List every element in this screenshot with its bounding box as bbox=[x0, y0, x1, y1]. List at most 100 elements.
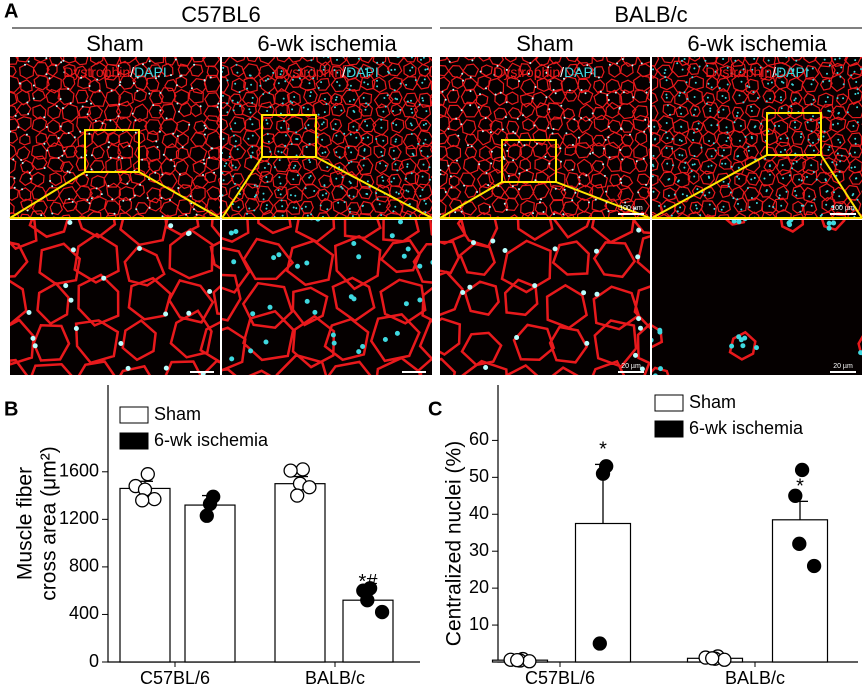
y-tick-label: 800 bbox=[69, 556, 99, 576]
micrograph-bg bbox=[440, 57, 650, 218]
micrograph bbox=[10, 220, 220, 375]
scale-label: 100 µm bbox=[619, 205, 643, 212]
scale-label: 20 µm bbox=[621, 363, 641, 370]
y-axis-label: Centralized nuclei (%) bbox=[443, 441, 466, 646]
nuclei bbox=[26, 220, 213, 375]
x-tick-label: BALB/c bbox=[305, 668, 365, 687]
zoom-box bbox=[84, 129, 140, 173]
condition-label: 6-wk ischemia bbox=[687, 31, 827, 56]
stain-text: / bbox=[772, 64, 776, 80]
stain-text: / bbox=[342, 64, 346, 80]
micrograph-bg bbox=[652, 220, 862, 375]
zoom-box bbox=[501, 139, 557, 183]
zoom-lines bbox=[651, 154, 863, 219]
stain-label: Dystrophin/DAPI bbox=[275, 64, 379, 80]
panel-label: B bbox=[4, 398, 18, 420]
scale-label: 100 µm bbox=[831, 205, 855, 212]
stain-label: Dystrophin/DAPI bbox=[493, 64, 597, 80]
y-axis-label: cross area (μm²) bbox=[38, 446, 61, 600]
bar bbox=[274, 483, 326, 663]
y-tick-label: 400 bbox=[69, 603, 99, 623]
data-point bbox=[806, 558, 822, 574]
zoom-box bbox=[261, 114, 317, 158]
scale-label: 20 µm bbox=[833, 363, 853, 370]
stain-text: Dystrophin bbox=[705, 64, 772, 80]
fiber-outlines bbox=[222, 220, 432, 375]
data-point bbox=[788, 488, 803, 503]
stain-label: Dystrophin/DAPI bbox=[63, 64, 167, 80]
stain-text: Dystrophin bbox=[63, 64, 130, 80]
data-point bbox=[717, 652, 732, 667]
bar bbox=[119, 487, 171, 663]
bar bbox=[771, 519, 829, 663]
stain-label: Dystrophin/DAPI bbox=[705, 64, 809, 80]
strain-label: BALB/c bbox=[614, 2, 687, 27]
micrograph: Dystrophin/DAPI bbox=[222, 57, 432, 218]
data-point bbox=[360, 593, 375, 608]
stain-text: DAPI bbox=[134, 64, 167, 80]
legend-label: 6-wk ischemia bbox=[154, 430, 269, 450]
bar bbox=[184, 504, 236, 663]
legend-swatch bbox=[119, 432, 149, 450]
panel-label: A bbox=[4, 0, 18, 22]
data-point bbox=[202, 496, 218, 512]
data-point bbox=[510, 653, 525, 668]
legend-swatch bbox=[119, 406, 149, 424]
micrograph: Dystrophin/DAPI bbox=[10, 57, 220, 218]
micrograph: Dystrophin/DAPI bbox=[652, 57, 862, 218]
y-tick-label: 1600 bbox=[59, 461, 99, 481]
zoom-box bbox=[766, 112, 822, 156]
fiber-outlines bbox=[652, 220, 862, 375]
data-point bbox=[522, 654, 537, 669]
x-tick-label: BALB/c bbox=[725, 668, 785, 687]
fiber-outlines bbox=[440, 57, 650, 218]
micrographs: Dystrophin/DAPI Dystrophin/DAPI Dystrophin… bbox=[10, 57, 862, 375]
data-point bbox=[199, 508, 214, 523]
micrograph bbox=[652, 220, 862, 375]
x-tick-label: C57BL/6 bbox=[525, 668, 595, 687]
condition-label: Sham bbox=[86, 31, 143, 56]
y-tick-label: 50 bbox=[469, 466, 489, 486]
data-point bbox=[302, 480, 317, 495]
data-point bbox=[295, 462, 310, 477]
micrograph-bg bbox=[440, 220, 650, 375]
stain-text: DAPI bbox=[564, 64, 597, 80]
zoom-lines bbox=[439, 181, 651, 219]
legend-label: Sham bbox=[689, 392, 736, 412]
data-point bbox=[592, 636, 607, 651]
x-tick-label: C57BL/6 bbox=[140, 668, 210, 687]
data-point bbox=[283, 463, 298, 478]
data-point bbox=[135, 493, 150, 508]
data-point bbox=[705, 651, 720, 666]
data-point bbox=[595, 466, 611, 481]
micrograph bbox=[440, 220, 650, 375]
legend-label: Sham bbox=[154, 404, 201, 424]
stain-text: / bbox=[560, 64, 564, 80]
stain-text: / bbox=[130, 64, 134, 80]
legend-swatch bbox=[654, 420, 684, 438]
stain-text: Dystrophin bbox=[275, 64, 342, 80]
y-tick-label: 0 bbox=[89, 651, 99, 671]
strain-label: C57BL6 bbox=[181, 2, 261, 27]
data-point bbox=[374, 604, 390, 620]
nuclei bbox=[440, 58, 650, 218]
fiber-outlines bbox=[440, 220, 650, 375]
legend-swatch bbox=[654, 394, 684, 412]
stain-text: DAPI bbox=[776, 64, 809, 80]
annotation: *# bbox=[359, 571, 379, 593]
zoom-lines bbox=[9, 171, 221, 219]
data-point bbox=[792, 536, 807, 551]
y-axis-label: Muscle fiber bbox=[14, 467, 37, 580]
y-tick-label: 20 bbox=[469, 577, 489, 597]
data-point bbox=[290, 488, 305, 503]
stain-text: DAPI bbox=[346, 64, 379, 80]
data-point bbox=[147, 491, 162, 507]
y-tick-label: 1200 bbox=[59, 508, 99, 528]
micrograph bbox=[222, 220, 432, 375]
fiber-outlines bbox=[10, 220, 220, 375]
condition-label: 6-wk ischemia bbox=[257, 31, 397, 56]
annotation: * bbox=[796, 476, 804, 498]
nuclei bbox=[228, 220, 432, 362]
stain-text: Dystrophin bbox=[493, 64, 560, 80]
condition-label: Sham bbox=[516, 31, 573, 56]
